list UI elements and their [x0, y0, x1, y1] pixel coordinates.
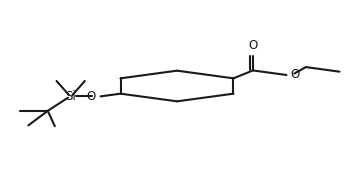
- Text: O: O: [290, 68, 299, 81]
- Text: O: O: [87, 90, 96, 103]
- Text: Si: Si: [65, 90, 76, 103]
- Text: O: O: [248, 39, 257, 52]
